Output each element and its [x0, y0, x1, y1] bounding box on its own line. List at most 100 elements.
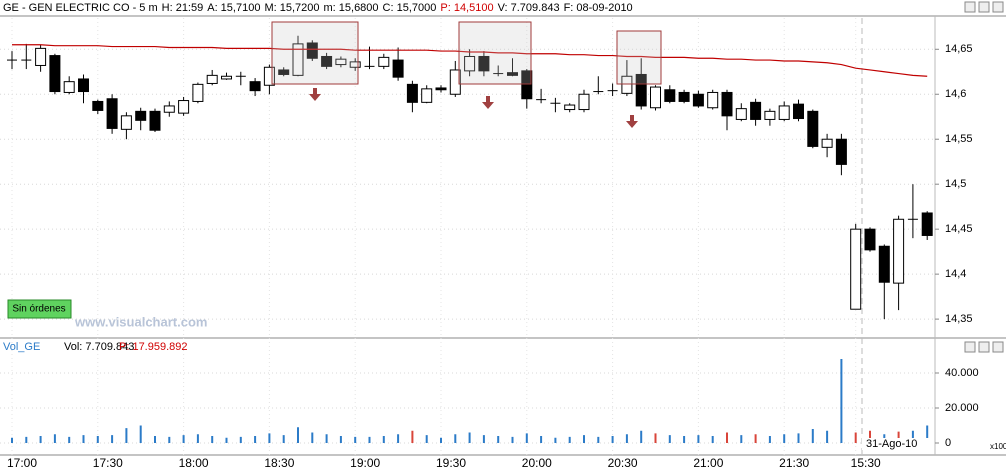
- x-tick-label: 17:30: [93, 456, 123, 470]
- candle-body: [221, 75, 232, 80]
- volume-bar: [11, 437, 13, 443]
- date-label-bg: [862, 438, 934, 450]
- y-tick-label: 14,65: [945, 43, 973, 55]
- candle-body: [135, 110, 147, 121]
- volume-bar: [297, 427, 299, 443]
- x-tick-label: 21:00: [693, 456, 723, 470]
- y-tick-label: 14,5: [945, 178, 966, 190]
- candle-body: [735, 108, 747, 120]
- candle-body: [721, 91, 733, 117]
- candle-body: [206, 74, 218, 84]
- volume-bar: [53, 434, 56, 443]
- candle-body: [650, 86, 661, 109]
- field: F: 08-09-2010: [564, 2, 633, 14]
- x-tick-label: 20:30: [608, 456, 638, 470]
- candle-body: [178, 100, 190, 114]
- volume-bar: [254, 436, 257, 443]
- candle-body: [821, 138, 833, 148]
- volume-bar: [268, 433, 271, 443]
- down-arrow: [626, 115, 638, 128]
- candle-body: [249, 81, 261, 92]
- volume-bar: [482, 435, 485, 443]
- down-arrow: [309, 88, 321, 101]
- volume-bar: [811, 429, 814, 443]
- volume-bar: [711, 436, 714, 443]
- candle-body: [521, 70, 533, 100]
- moving-average: [12, 44, 928, 77]
- button-max[interactable]: [978, 341, 990, 353]
- volume-bar: [568, 436, 571, 443]
- x-tick-label: 17:00: [7, 456, 37, 470]
- volume-bar: [854, 432, 857, 443]
- candle-body: [864, 228, 876, 251]
- symbol: GE - GEN ELECTRIC CO - 5 m: [3, 2, 158, 14]
- volume-bar: [754, 434, 757, 443]
- candle-body: [292, 43, 304, 76]
- candle-body: [421, 88, 433, 103]
- field: C: 15,7000: [383, 2, 437, 14]
- volume-bar: [96, 436, 99, 443]
- volume-bar: [797, 433, 800, 443]
- volume-bar: [382, 436, 385, 443]
- y-tick-label: 40.000: [945, 367, 979, 379]
- y-tick-label: 20.000: [945, 402, 979, 414]
- highlight-box: [271, 21, 359, 85]
- volume-bar: [354, 436, 357, 443]
- plot: 14,35 14,4 14,45 14,5 14,55 14,6 14,65 17:00 17:…: [0, 18, 979, 470]
- candle-body: [478, 55, 490, 72]
- volume-bar: [397, 434, 400, 443]
- volume-bar: [111, 435, 114, 443]
- volume-bar: [339, 436, 342, 443]
- candle-body: [921, 212, 933, 236]
- volume-bar: [82, 435, 85, 443]
- volume-bar: [525, 433, 528, 443]
- field: A: 15,7100: [207, 2, 260, 14]
- field: V: 7.709.843: [498, 2, 560, 14]
- button-close[interactable]: [992, 341, 1004, 353]
- volume-bar: [139, 425, 142, 443]
- highlight-box: [616, 30, 662, 85]
- orders-button-label[interactable]: Sin órdenes: [12, 304, 65, 315]
- y-tick-label: 14,6: [945, 88, 966, 100]
- button-min[interactable]: [964, 1, 976, 13]
- volume-bar: [25, 436, 28, 443]
- candle-body: [378, 56, 390, 67]
- window-buttons[interactable]: [964, 1, 1004, 353]
- button-min[interactable]: [964, 341, 976, 353]
- volume-bar: [368, 436, 371, 443]
- button-close[interactable]: [992, 1, 1004, 13]
- volume-bar: [926, 425, 929, 443]
- candle-body: [807, 110, 819, 147]
- button-max[interactable]: [978, 1, 990, 13]
- candle-body: [306, 42, 318, 59]
- candle-body: [192, 83, 204, 102]
- x-tick-label: 15:30: [851, 456, 881, 470]
- volume-bar: [182, 435, 185, 443]
- volume-bar: [497, 436, 500, 443]
- volume-title: Vol_GE: [3, 341, 40, 353]
- candle-body: [878, 245, 890, 283]
- date-label: 31-Ago-10: [866, 438, 917, 450]
- volume-bar: [640, 430, 643, 443]
- volume-bar: [39, 436, 42, 443]
- y-tick-label: 14,45: [945, 223, 973, 235]
- candle-body: [707, 91, 719, 109]
- y-tick-label: 14,4: [945, 268, 966, 280]
- candle-body: [435, 87, 447, 91]
- volume-bar: [454, 434, 457, 443]
- volume-bar: [869, 430, 871, 443]
- watermark: www.visualchart.com: [74, 314, 207, 329]
- x-tick-label: 21:30: [779, 456, 809, 470]
- candle-body: [163, 105, 175, 113]
- volume-bar: [211, 436, 214, 443]
- candle-body: [635, 73, 647, 107]
- x-tick-label: 19:30: [436, 456, 466, 470]
- volume-bar: [468, 432, 471, 443]
- candle-body: [621, 75, 633, 94]
- candle-body: [464, 55, 476, 72]
- x-tick-label: 18:00: [179, 456, 209, 470]
- volume-label: Vol: 7.709.843: [64, 341, 134, 353]
- orders-button[interactable]: [7, 299, 72, 319]
- volume-bar: [683, 436, 686, 443]
